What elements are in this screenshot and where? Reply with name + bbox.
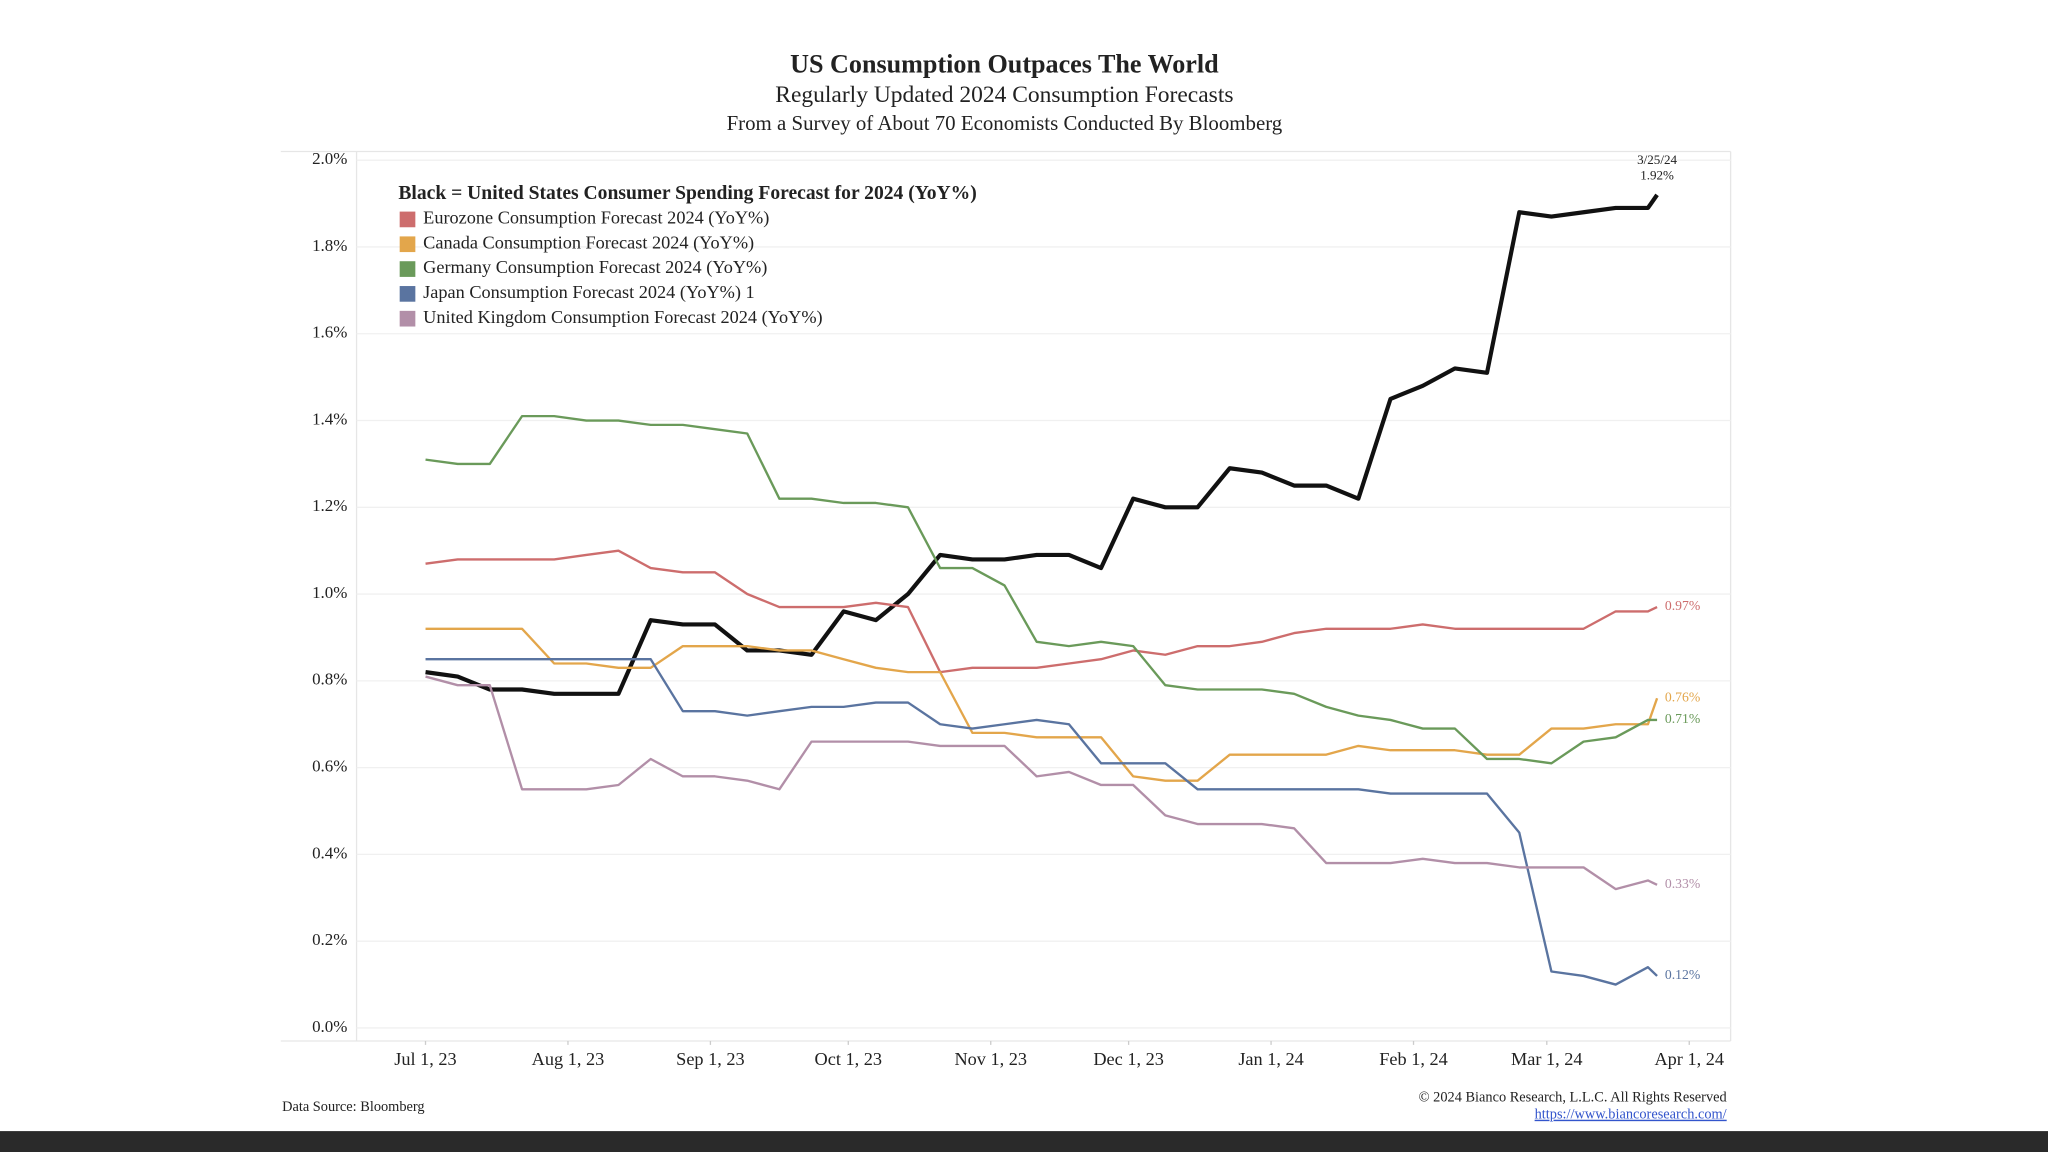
- legend-swatch: [399, 211, 416, 228]
- annotation: 3/25/24: [1637, 152, 1677, 167]
- value-label: 1.92%: [1640, 168, 1674, 183]
- y-tick-label: 1.2%: [312, 496, 347, 515]
- y-tick-label: 0.0%: [312, 1017, 347, 1036]
- y-tick-label: 0.6%: [312, 757, 347, 776]
- x-tick-label: Oct 1, 23: [815, 1049, 882, 1069]
- series-line: [425, 627, 1659, 782]
- taskbar: [0, 1131, 2048, 1152]
- series-line: [425, 414, 1658, 765]
- x-tick-label: Apr 1, 24: [1654, 1049, 1724, 1069]
- series-line: [425, 658, 1658, 986]
- y-tick-label: 1.6%: [312, 323, 347, 342]
- value-label: 0.12%: [1665, 967, 1700, 982]
- value-label: 0.76%: [1665, 689, 1700, 704]
- x-tick-label: Nov 1, 23: [954, 1049, 1027, 1069]
- y-tick-label: 1.8%: [312, 236, 347, 255]
- legend-label: Japan Consumption Forecast 2024 (YoY%) 1: [423, 282, 754, 303]
- x-tick-label: Mar 1, 24: [1511, 1049, 1583, 1069]
- series-line: [425, 549, 1658, 674]
- source: Data Source: Bloomberg: [282, 1099, 425, 1115]
- x-tick-label: Aug 1, 23: [532, 1049, 605, 1069]
- legend-label: United Kingdom Consumption Forecast 2024…: [423, 307, 822, 328]
- y-tick-label: 0.4%: [312, 843, 347, 862]
- legend-swatch: [399, 236, 416, 253]
- chart-title: US Consumption Outpaces The World: [790, 50, 1219, 79]
- y-tick-label: 0.8%: [312, 670, 347, 689]
- value-label: 0.71%: [1665, 711, 1700, 726]
- legend-swatch: [399, 286, 416, 302]
- y-tick-label: 0.2%: [312, 930, 347, 949]
- legend-header: Black = United States Consumer Spending …: [398, 183, 976, 204]
- value-label: 0.33%: [1665, 876, 1700, 891]
- legend-label: Germany Consumption Forecast 2024 (YoY%): [423, 257, 767, 278]
- copyright: © 2024 Bianco Research, L.L.C. All Right…: [1419, 1090, 1727, 1106]
- x-tick-label: Dec 1, 23: [1093, 1049, 1164, 1069]
- link[interactable]: https://www.biancoresearch.com/: [1535, 1107, 1727, 1123]
- y-tick-label: 1.0%: [312, 583, 347, 602]
- chart-subtitle: From a Survey of About 70 Economists Con…: [727, 111, 1283, 135]
- legend-label: Eurozone Consumption Forecast 2024 (YoY%…: [423, 208, 769, 229]
- x-tick-label: Sep 1, 23: [676, 1049, 745, 1069]
- series-line: [425, 193, 1659, 696]
- y-tick-label: 2.0%: [312, 149, 347, 168]
- y-tick-label: 1.4%: [312, 409, 347, 428]
- legend-swatch: [399, 261, 416, 277]
- value-label: 0.97%: [1665, 598, 1700, 613]
- legend-label: Canada Consumption Forecast 2024 (YoY%): [423, 232, 754, 253]
- series-line: [425, 675, 1658, 891]
- x-tick-label: Jan 1, 24: [1238, 1049, 1303, 1069]
- x-tick-label: Feb 1, 24: [1379, 1049, 1448, 1069]
- legend-swatch: [399, 310, 416, 327]
- x-tick-label: Jul 1, 23: [394, 1049, 456, 1069]
- chart-subtitle: Regularly Updated 2024 Consumption Forec…: [775, 82, 1233, 108]
